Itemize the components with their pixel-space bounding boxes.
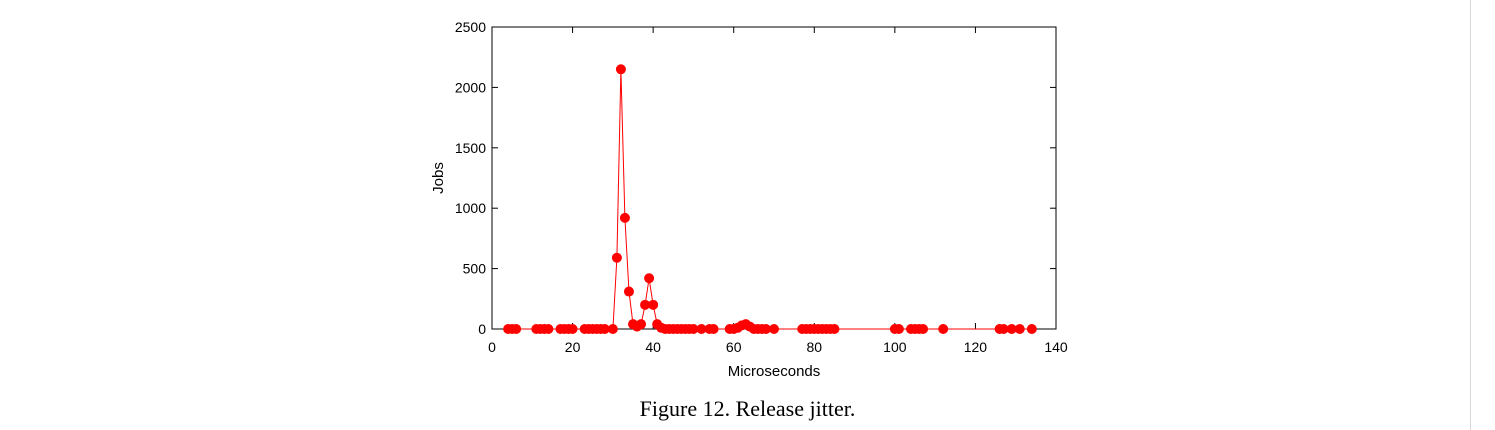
plot-axes: 0 20 40 60 80 100 120 140 0 500 1000 1500 2000 2500: [455, 19, 1068, 355]
data-point: [708, 324, 719, 334]
data-point: [769, 324, 779, 334]
x-tick-label: 40: [645, 339, 661, 355]
data-point: [599, 324, 610, 334]
data-point: [543, 324, 554, 334]
data-point: [760, 324, 771, 334]
data-point: [918, 324, 929, 334]
data-point: [611, 252, 622, 263]
data-point: [688, 324, 699, 334]
y-tick-label: 1000: [455, 200, 486, 216]
data-point: [998, 324, 1009, 334]
y-tick-label: 2000: [455, 79, 486, 95]
data-point: [938, 324, 949, 334]
y-axis-label: Jobs: [430, 162, 447, 194]
data-point: [511, 324, 522, 334]
data-point: [696, 324, 707, 334]
data-point: [1014, 324, 1025, 334]
y-tick-label: 0: [478, 321, 486, 337]
series-line: [508, 69, 1032, 330]
x-axis-label: Microseconds: [728, 363, 821, 380]
data-point: [619, 212, 630, 223]
plot-frame: [491, 26, 1057, 330]
x-tick-label: 0: [488, 339, 496, 355]
data-point: [636, 319, 647, 330]
y-tick-label: 2500: [455, 19, 486, 35]
right-edge-divider: [1470, 0, 1471, 430]
data-point: [640, 299, 651, 310]
x-tick-label: 80: [806, 339, 822, 355]
data-point: [648, 299, 659, 310]
data-point: [615, 64, 626, 75]
figure-caption: Figure 12. Release jitter.: [639, 396, 856, 421]
data-point: [607, 324, 618, 334]
x-tick-label: 120: [964, 339, 988, 355]
data-point: [623, 286, 634, 297]
data-point: [893, 324, 904, 334]
x-tick-label: 60: [726, 339, 742, 355]
data-point: [1026, 324, 1037, 334]
y-tick-label: 500: [463, 261, 487, 277]
x-tick-label: 20: [565, 339, 581, 355]
data-point: [567, 324, 578, 334]
y-tick-label: 1500: [455, 140, 486, 156]
data-point: [1006, 324, 1017, 334]
x-tick-label: 140: [1044, 339, 1068, 355]
series-layer: [503, 64, 1037, 334]
release-jitter-chart: 0 20 40 60 80 100 120 140 0 500 1000 1500 2000 2500 M…: [430, 19, 1068, 380]
data-point: [829, 324, 840, 334]
x-tick-label: 100: [883, 339, 907, 355]
data-point: [644, 273, 655, 284]
